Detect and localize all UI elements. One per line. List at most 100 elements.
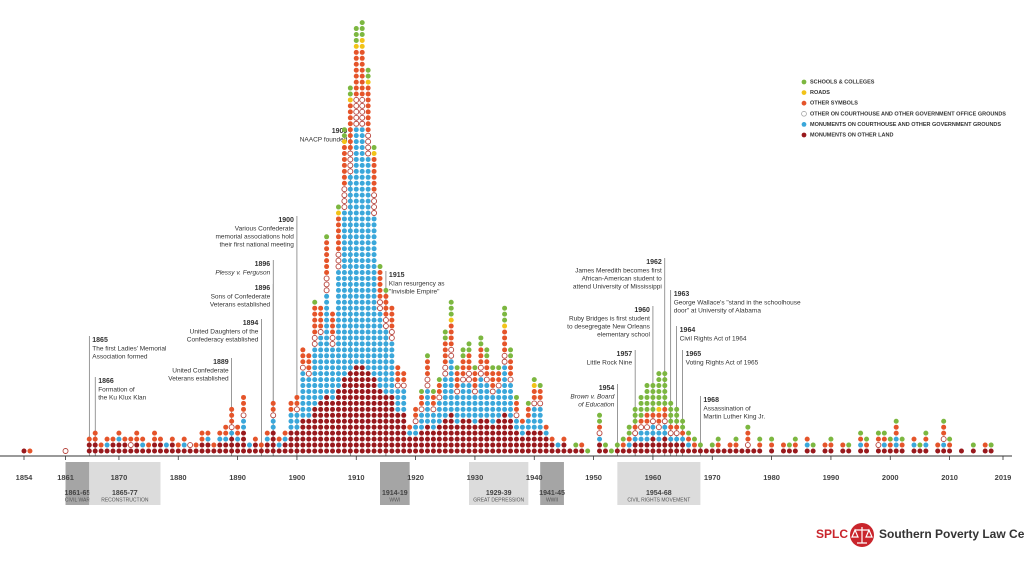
dot [477,370,484,377]
dot [235,436,241,442]
dot [300,418,306,424]
dot [466,436,472,442]
dot [389,400,395,406]
annotation-text: United Confederate [172,368,229,375]
dot [371,323,377,329]
dot [264,430,270,436]
dot [353,162,359,168]
dot [335,210,341,216]
dot [335,353,341,359]
dot [365,198,371,204]
dot [341,127,347,133]
dot [472,406,478,412]
dot [288,442,294,448]
annotation-text: James Meredith becomes first [575,268,662,275]
dot [312,299,318,305]
dot [341,448,347,454]
dot [674,424,680,430]
dot [887,442,893,448]
dot [620,448,626,454]
dot [502,371,508,377]
dot [388,329,395,335]
dot [371,174,377,180]
dot [519,448,525,454]
dot [318,335,324,341]
dot [686,436,692,442]
dot [472,418,478,424]
dot [496,436,502,442]
period-box [89,462,161,505]
dot [383,389,389,394]
dot [264,448,270,454]
dot [347,406,353,412]
dot [347,85,353,91]
dot [365,240,371,246]
dot [365,156,371,162]
dot [300,353,306,359]
dot [502,418,508,424]
period-name: WWI [389,497,400,503]
dot [472,448,478,454]
dot [347,329,353,335]
dot [680,436,686,442]
annotation-text: United Daughters of the [190,329,259,336]
dot [359,389,365,394]
dot [347,150,354,157]
dot [680,448,686,454]
dot [312,436,318,442]
dot [353,442,359,448]
dot [632,418,638,424]
dot [359,133,365,139]
dot [478,377,484,383]
dot [502,329,508,335]
dot [769,448,775,454]
dot [412,418,419,425]
dot [365,424,371,430]
annotation-text: African-American student to [582,276,663,283]
dot [484,353,490,359]
dot [306,424,312,430]
dot [359,32,365,37]
dot [419,430,425,436]
dot [935,442,941,448]
period-name: GREAT DEPRESSION [473,497,524,503]
dot [318,424,324,430]
dot [359,156,365,162]
dot [306,436,312,442]
annotation-year: 1964 [680,327,696,334]
dot [110,436,116,442]
dot [335,400,341,406]
dot [223,448,229,454]
x-tick-label: 1960 [645,473,662,482]
dot [490,394,496,400]
dot [662,383,668,389]
dot [496,394,502,400]
dot [413,442,419,448]
dot [365,103,371,109]
dot [341,264,347,270]
dot [359,204,365,210]
dot [602,442,608,448]
dot [377,335,383,341]
legend-swatch [801,79,807,85]
dot [395,424,401,430]
dot [365,329,371,335]
dot [347,97,353,103]
dot [347,91,353,97]
dot [341,162,347,168]
dot [478,406,484,412]
dot [923,430,929,436]
dot [668,412,674,418]
dot [318,353,324,359]
dot [442,389,448,394]
dot [353,26,359,32]
annotation-text: attend University of Mississippi [573,284,662,291]
dot [86,436,92,442]
dot [501,352,508,359]
dot [371,168,377,174]
dot [335,234,341,240]
dot [341,234,347,240]
dot [353,394,359,400]
period-box [65,462,90,505]
dot [508,359,514,365]
